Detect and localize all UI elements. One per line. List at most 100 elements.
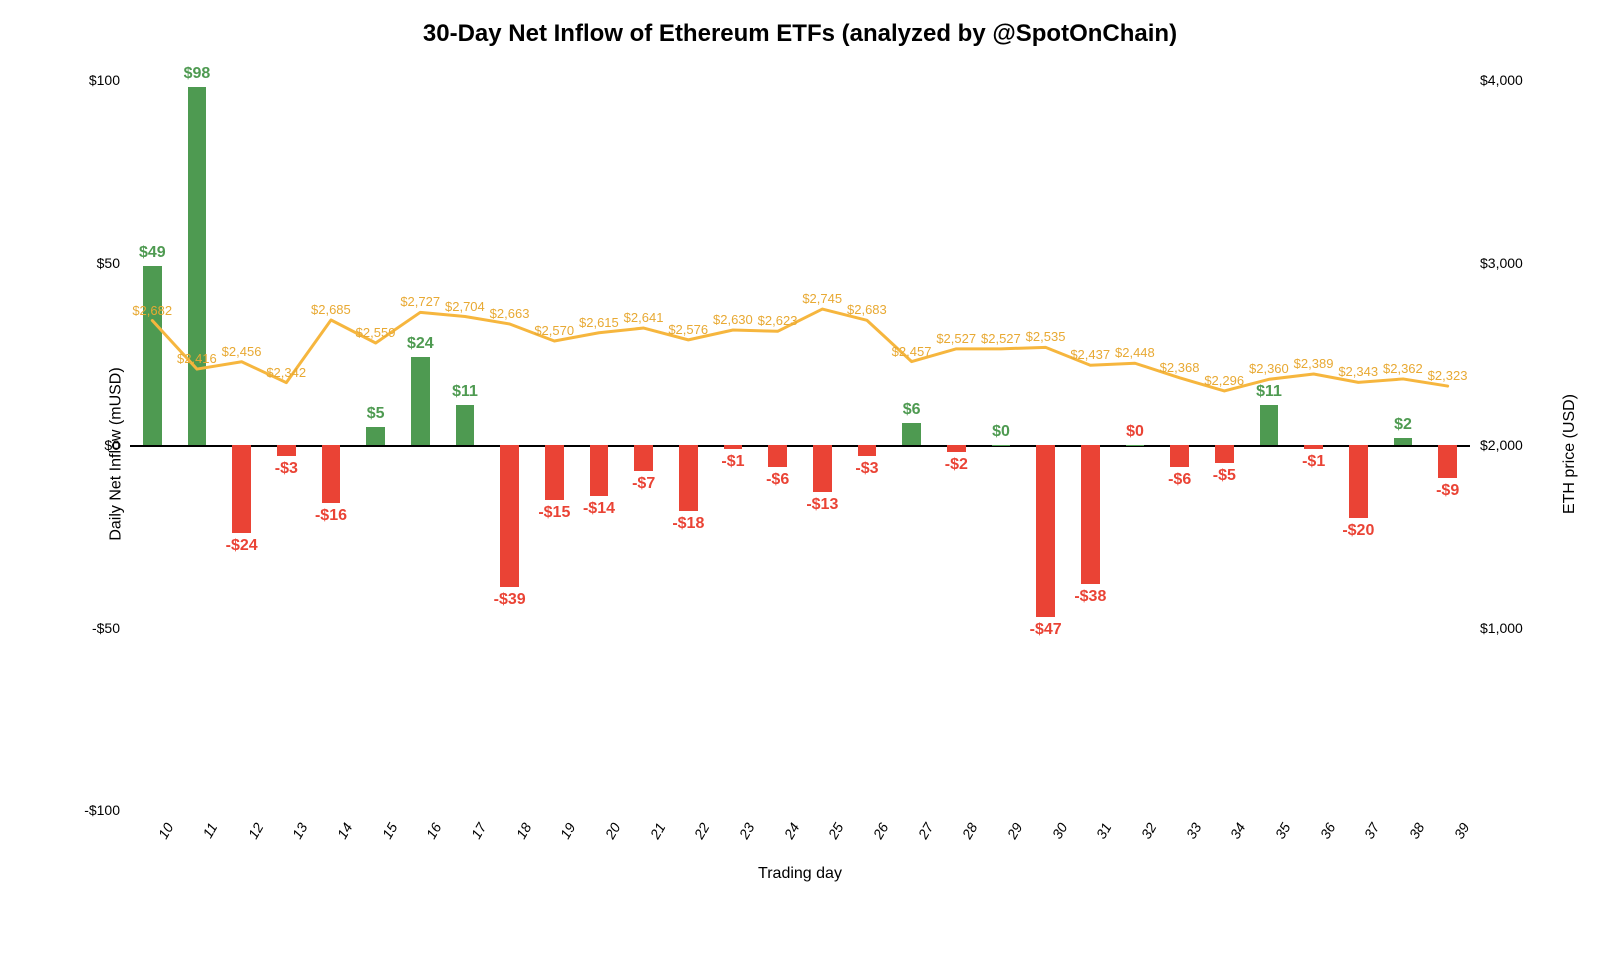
bar-label: -$5 — [1202, 467, 1247, 485]
price-label: $2,448 — [1115, 345, 1155, 360]
x-tick: 21 — [646, 820, 668, 841]
bar-label: -$47 — [1023, 621, 1068, 639]
bar — [902, 423, 921, 445]
x-tick: 12 — [244, 820, 266, 841]
bar — [1349, 445, 1368, 518]
price-label: $2,535 — [1026, 329, 1066, 344]
bar — [1215, 445, 1234, 463]
bar — [366, 427, 385, 445]
x-tick: 25 — [825, 820, 847, 841]
bar-label: -$1 — [711, 453, 756, 471]
y-axis-left-label: Daily Net Inflow (mUSD) — [108, 367, 126, 540]
bar — [411, 357, 430, 445]
price-line — [152, 309, 1447, 391]
price-label: $2,323 — [1428, 368, 1468, 383]
price-label: $2,576 — [668, 322, 708, 337]
x-tick: 37 — [1361, 820, 1383, 841]
y-tick-left: $50 — [97, 255, 120, 271]
x-tick: 29 — [1004, 820, 1026, 841]
price-label: $2,745 — [802, 291, 842, 306]
price-label: $2,527 — [981, 331, 1021, 346]
y-tick-left: -$100 — [84, 802, 120, 818]
bar-label: $0 — [1113, 423, 1158, 441]
x-tick: 34 — [1227, 820, 1249, 841]
bar-label: -$6 — [755, 471, 800, 489]
x-tick: 39 — [1450, 820, 1472, 841]
x-tick: 31 — [1093, 820, 1115, 841]
price-label: $2,437 — [1070, 347, 1110, 362]
bar — [590, 445, 609, 496]
price-label: $2,570 — [534, 323, 574, 338]
x-tick: 15 — [378, 820, 400, 841]
price-label: $2,630 — [713, 312, 753, 327]
bar — [322, 445, 341, 503]
x-tick: 30 — [1048, 820, 1070, 841]
x-tick: 13 — [289, 820, 311, 841]
bar-label: -$6 — [1157, 471, 1202, 489]
x-tick: 18 — [512, 820, 534, 841]
bar-label: $6 — [889, 401, 934, 419]
price-label: $2,615 — [579, 315, 619, 330]
bar-label: $98 — [175, 65, 220, 83]
price-label: $2,685 — [311, 302, 351, 317]
bar — [1394, 438, 1413, 445]
x-tick: 33 — [1182, 820, 1204, 841]
price-label: $2,456 — [222, 344, 262, 359]
bar — [768, 445, 787, 467]
bar — [277, 445, 296, 456]
price-label: $2,641 — [624, 310, 664, 325]
x-tick: 32 — [1138, 820, 1160, 841]
price-label: $2,683 — [847, 302, 887, 317]
bar-label: $11 — [443, 383, 488, 401]
x-tick: 28 — [959, 820, 981, 841]
bar-label: $2 — [1381, 416, 1426, 434]
bar-label: -$24 — [219, 537, 264, 555]
bar — [143, 266, 162, 445]
price-label: $2,527 — [936, 331, 976, 346]
y-tick-right: $4,000 — [1480, 72, 1523, 88]
bar — [500, 445, 519, 587]
bar — [545, 445, 564, 500]
x-tick: 22 — [691, 820, 713, 841]
bar — [1081, 445, 1100, 584]
x-tick: 19 — [557, 820, 579, 841]
price-label: $2,663 — [490, 306, 530, 321]
price-label: $2,457 — [892, 344, 932, 359]
y-tick-right: $3,000 — [1480, 255, 1523, 271]
bar — [679, 445, 698, 511]
bar-label: $49 — [130, 244, 175, 262]
x-tick: 11 — [199, 820, 220, 841]
bar-label: -$39 — [487, 591, 532, 609]
bar-label: -$16 — [309, 507, 354, 525]
x-axis-label: Trading day — [0, 865, 1600, 883]
price-label: $2,623 — [758, 313, 798, 328]
price-label: $2,342 — [266, 365, 306, 380]
x-tick: 26 — [870, 820, 892, 841]
y-tick-left: -$50 — [92, 620, 120, 636]
x-tick: 38 — [1406, 820, 1428, 841]
bar-label: $11 — [1247, 383, 1292, 401]
bar — [1260, 405, 1279, 445]
x-tick: 35 — [1272, 820, 1294, 841]
price-label: $2,416 — [177, 351, 217, 366]
bar-label: -$2 — [934, 456, 979, 474]
price-label: $2,343 — [1338, 364, 1378, 379]
price-label: $2,682 — [132, 303, 172, 318]
x-tick: 16 — [423, 820, 445, 841]
chart-title: 30-Day Net Inflow of Ethereum ETFs (anal… — [0, 20, 1600, 48]
bar-label: -$1 — [1291, 453, 1336, 471]
bar-label: -$14 — [577, 500, 622, 518]
x-tick: 24 — [780, 820, 802, 841]
bar-label: -$3 — [845, 460, 890, 478]
bar-label: -$13 — [800, 496, 845, 514]
y-tick-left: $0 — [104, 437, 120, 453]
bar-label: $24 — [398, 335, 443, 353]
price-label: $2,362 — [1383, 361, 1423, 376]
bar — [992, 445, 1011, 446]
bar — [1170, 445, 1189, 467]
y-tick-right: $2,000 — [1480, 437, 1523, 453]
price-label: $2,389 — [1294, 356, 1334, 371]
y-axis-right-label: ETH price (USD) — [1561, 394, 1579, 514]
bar — [456, 405, 475, 445]
bar — [1438, 445, 1457, 478]
